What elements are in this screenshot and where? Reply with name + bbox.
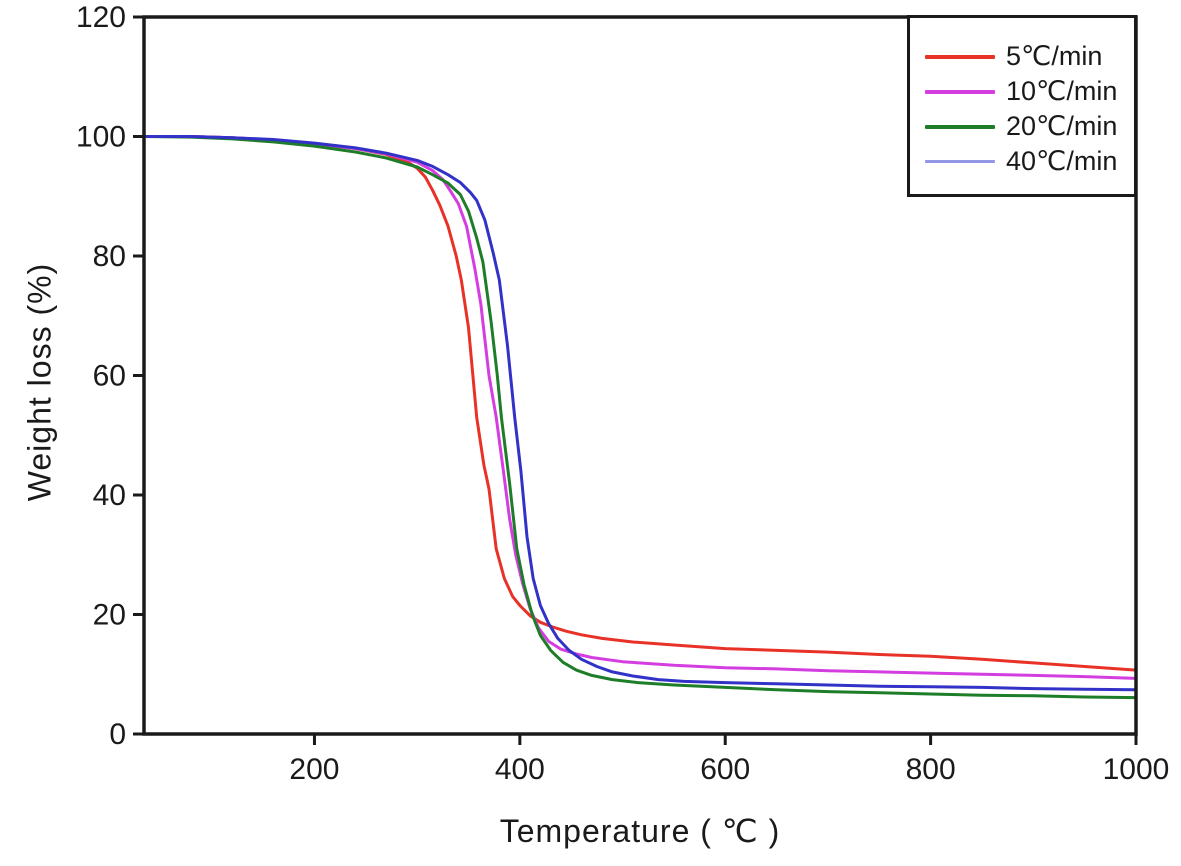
legend-label: 5℃/min (1006, 41, 1103, 71)
x-tick-label: 800 (906, 753, 956, 786)
y-tick-label: 60 (93, 360, 126, 393)
legend-line-sample (925, 160, 995, 163)
curve-rate-10 (142, 135, 1138, 680)
y-tick-label: 0 (109, 718, 126, 751)
y-tick-label: 20 (93, 599, 126, 632)
legend-entry-rate-20: 20℃/min (910, 109, 1134, 144)
legend-line-sample (925, 54, 995, 59)
y-tick-label: 100 (76, 121, 126, 154)
y-tick-label: 40 (93, 479, 126, 512)
curve-rate-5 (142, 135, 1138, 672)
legend-entry-rate-5: 5℃/min (910, 39, 1134, 74)
y-tick-label: 120 (76, 1, 126, 34)
y-tick-label: 80 (93, 240, 126, 273)
x-axis-title: Temperature ( ℃ ) (499, 813, 781, 849)
curves-layer (142, 135, 1138, 700)
x-tick-label: 600 (700, 753, 750, 786)
x-tick-label: 1000 (1103, 753, 1170, 786)
legend-box: 5℃/min 10℃/min 20℃/min 40℃/min (907, 15, 1137, 197)
x-tick-label: 400 (495, 753, 545, 786)
tick-labels-layer: 200 400 600 800 1000 0 20 40 60 80 100 120 (76, 1, 1169, 786)
legend-label: 40℃/min (1006, 146, 1118, 176)
legend-line-sample (925, 89, 995, 94)
legend-entry-rate-10: 10℃/min (910, 74, 1134, 109)
axes-layer (133, 15, 1138, 745)
legend-label: 20℃/min (1006, 111, 1118, 141)
legend-line-sample (925, 124, 995, 129)
legend-label: 10℃/min (1006, 76, 1118, 106)
curve-rate-20 (142, 135, 1138, 700)
x-tick-label: 200 (289, 753, 339, 786)
y-axis-title: Weight loss (%) (21, 262, 58, 502)
curve-rate-40 (142, 135, 1138, 692)
legend-entry-rate-40: 40℃/min (910, 144, 1134, 179)
